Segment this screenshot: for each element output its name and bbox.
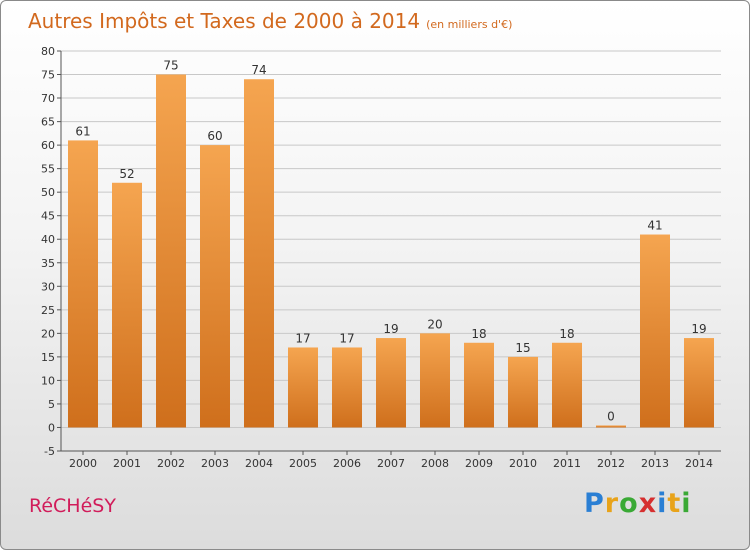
data-label: 19 (383, 322, 398, 336)
bar (464, 342, 494, 428)
bar (332, 347, 362, 428)
x-tick-label: 2010 (509, 457, 537, 470)
data-label: 18 (559, 327, 574, 341)
data-label: 18 (471, 327, 486, 341)
logo-letter: x (638, 488, 658, 519)
bar (156, 74, 186, 428)
data-label: 61 (75, 124, 90, 138)
data-label: 20 (427, 317, 442, 331)
x-tick-label: 2006 (333, 457, 361, 470)
x-tick-label: 2004 (245, 457, 273, 470)
logo-letter: r (604, 488, 620, 519)
bar (420, 333, 450, 428)
x-tick-label: 2013 (641, 457, 669, 470)
bar (640, 234, 670, 428)
x-tick-label: 2007 (377, 457, 405, 470)
logo-letter: i (681, 488, 692, 519)
y-tick-label: 25 (41, 304, 55, 317)
x-tick-label: 2005 (289, 457, 317, 470)
y-tick-label: 45 (41, 210, 55, 223)
bar (200, 145, 230, 428)
data-label: 74 (251, 63, 266, 77)
logo-letter: i (657, 488, 668, 519)
y-tick-label: 10 (41, 374, 55, 387)
data-label: 41 (647, 219, 662, 233)
data-label: 19 (691, 322, 706, 336)
commune-name: RéCHéSY (29, 495, 116, 517)
logo-letter: P (584, 488, 605, 519)
logo-letter: t (667, 488, 682, 519)
bar (288, 347, 318, 428)
y-tick-label: 70 (41, 92, 55, 105)
y-tick-label: -5 (44, 445, 55, 458)
x-tick-label: 2000 (69, 457, 97, 470)
y-tick-label: 75 (41, 69, 55, 82)
data-label: 17 (295, 331, 310, 345)
y-tick-label: 5 (48, 398, 55, 411)
data-label: 60 (207, 129, 222, 143)
data-label: 52 (119, 167, 134, 181)
bar (684, 338, 714, 428)
x-tick-label: 2014 (685, 457, 713, 470)
bar (68, 140, 98, 428)
x-tick-label: 2002 (157, 457, 185, 470)
x-tick-label: 2011 (553, 457, 581, 470)
y-tick-label: 60 (41, 139, 55, 152)
data-label: 0 (607, 409, 615, 423)
bar (596, 425, 626, 428)
bar (552, 342, 582, 428)
x-tick-label: 2009 (465, 457, 493, 470)
logo-letter: o (619, 488, 639, 519)
y-tick-label: 30 (41, 280, 55, 293)
x-tick-label: 2001 (113, 457, 141, 470)
y-tick-label: 50 (41, 186, 55, 199)
data-label: 75 (163, 59, 178, 73)
x-tick-label: 2003 (201, 457, 229, 470)
y-tick-label: 65 (41, 116, 55, 129)
y-tick-label: 20 (41, 327, 55, 340)
y-tick-label: 0 (48, 421, 55, 434)
chart-title: Autres Impôts et Taxes de 2000 à 2014 (en… (28, 9, 512, 33)
chart-subtitle: (en milliers d'€) (426, 18, 513, 31)
y-tick-label: 40 (41, 233, 55, 246)
y-tick-label: 35 (41, 257, 55, 270)
y-tick-label: 80 (41, 45, 55, 58)
y-tick-label: 15 (41, 351, 55, 364)
y-tick-label: 55 (41, 163, 55, 176)
bar (112, 182, 142, 428)
bar (508, 356, 538, 428)
x-tick-label: 2008 (421, 457, 449, 470)
proxiti-logo: Proxiti (584, 488, 692, 519)
bar (244, 79, 274, 428)
data-label: 15 (515, 341, 530, 355)
data-label: 17 (339, 331, 354, 345)
x-tick-label: 2012 (597, 457, 625, 470)
chart-title-text: Autres Impôts et Taxes de 2000 à 2014 (28, 9, 421, 33)
bar (376, 338, 406, 428)
